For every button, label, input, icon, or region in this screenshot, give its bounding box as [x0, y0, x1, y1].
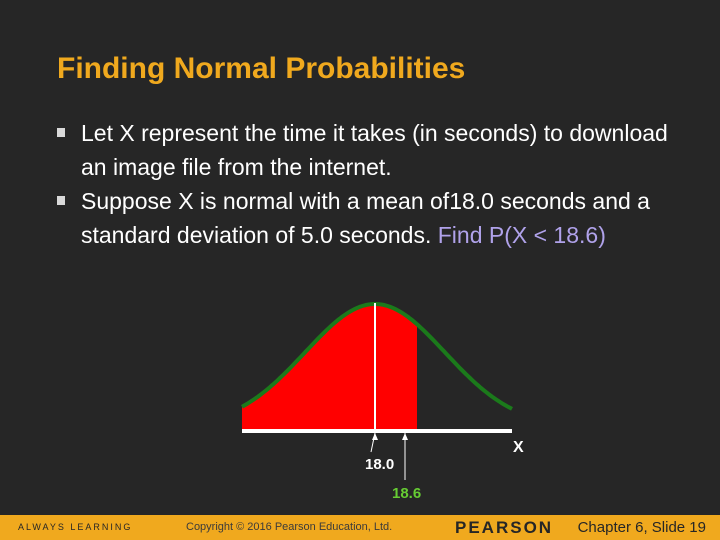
slide-number: Chapter 6, Slide 19 — [577, 519, 706, 536]
mean-label: 18.0 — [365, 456, 394, 473]
axis-label: X — [513, 439, 524, 456]
bullet-text: Let X represent the time it takes (in se… — [81, 120, 668, 180]
square-bullet-icon — [57, 128, 65, 137]
bullet-text: Suppose X is normal with a mean of18.0 s… — [81, 188, 650, 248]
bell-curve — [240, 302, 513, 411]
slide-title: Finding Normal Probabilities — [57, 52, 466, 85]
pearson-logo: PEARSON — [455, 518, 554, 537]
value-pointer-arrow-icon — [402, 433, 408, 440]
shaded-probability-area — [242, 304, 417, 429]
value-label: 18.6 — [392, 485, 421, 502]
copyright-text: Copyright © 2016 Pearson Education, Ltd. — [186, 521, 393, 533]
bullet-list: Let X represent the time it takes (in se… — [57, 116, 697, 252]
bullet-item: Suppose X is normal with a mean of18.0 s… — [57, 184, 697, 252]
bullet-item: Let X represent the time it takes (in se… — [57, 116, 697, 184]
mean-pointer-arrow-icon — [372, 433, 378, 440]
square-bullet-icon — [57, 196, 65, 205]
footer-tagline: ALWAYS LEARNING — [18, 522, 133, 532]
probability-question: Find P(X < 18.6) — [437, 222, 606, 248]
footer-bar: ALWAYS LEARNING Copyright © 2016 Pearson… — [0, 515, 720, 540]
